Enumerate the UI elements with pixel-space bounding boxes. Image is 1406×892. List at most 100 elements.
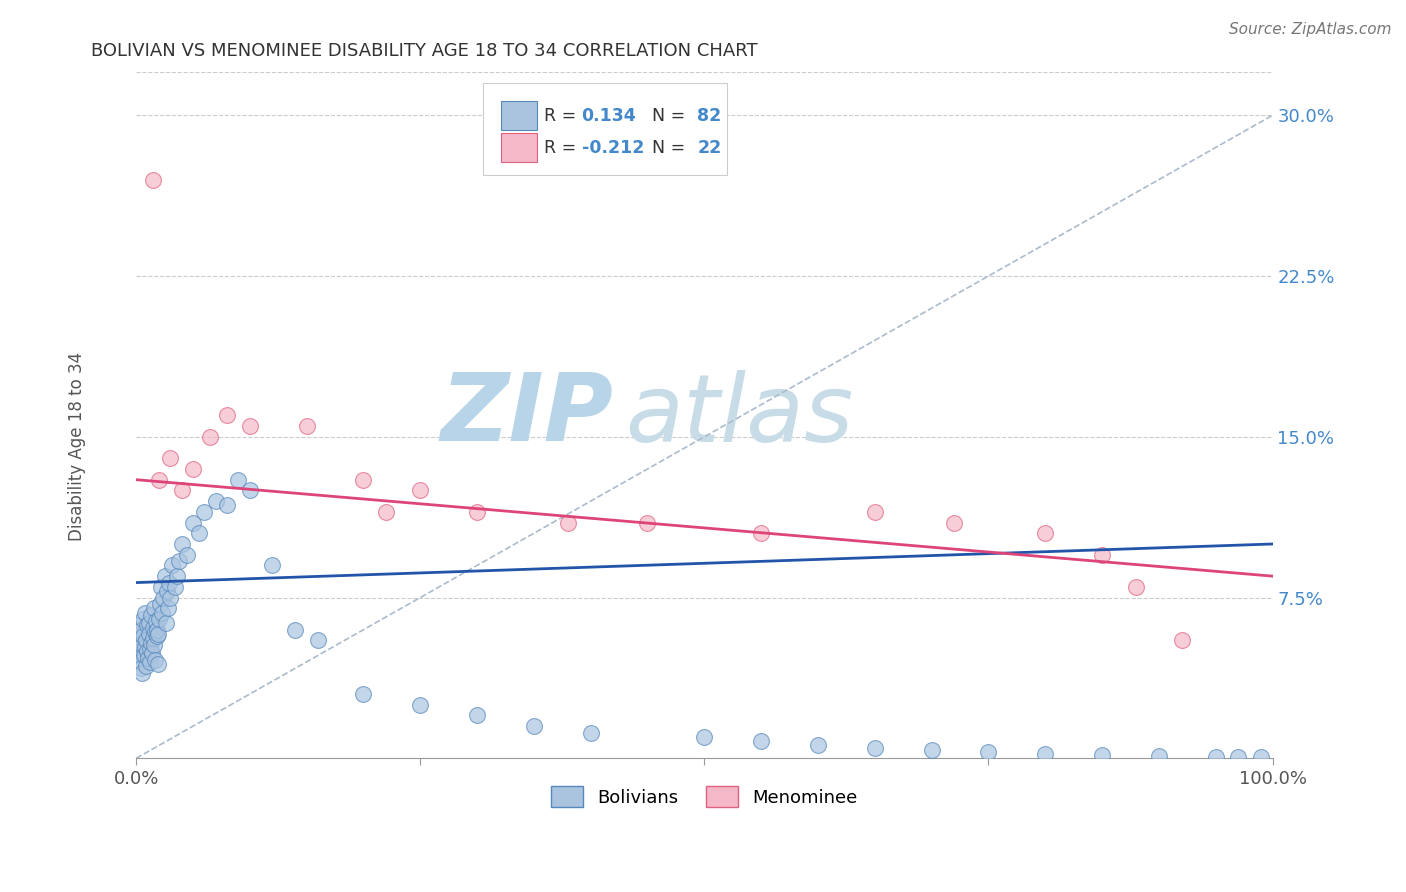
Point [1033,747,1056,761]
Point [139,655,162,669]
Point [145,629,167,643]
FancyBboxPatch shape [482,83,727,176]
Point [169,554,191,568]
Point [135,633,157,648]
Point [148,473,170,487]
Text: atlas: atlas [624,370,853,461]
Text: Source: ZipAtlas.com: Source: ZipAtlas.com [1229,22,1392,37]
Point [307,633,329,648]
Text: 0.134: 0.134 [582,107,637,125]
Point [131,665,153,680]
Point [198,430,221,444]
Text: R =: R = [544,139,582,157]
Point [146,657,169,671]
Point [352,687,374,701]
FancyBboxPatch shape [501,134,537,162]
Point [143,624,166,639]
Point [159,451,181,466]
Point [170,537,193,551]
FancyBboxPatch shape [501,101,537,130]
Point [129,661,152,675]
Point [215,409,238,423]
Point [977,745,1000,759]
Point [135,659,157,673]
Point [239,419,262,434]
Text: 22: 22 [697,139,721,157]
Point [149,597,172,611]
Point [170,483,193,498]
Point [166,569,188,583]
Point [146,623,169,637]
Point [139,607,162,622]
Point [135,618,157,632]
Point [138,616,160,631]
Point [127,648,149,663]
Point [749,734,772,748]
Point [129,623,152,637]
Point [1091,548,1114,562]
Point [176,548,198,562]
Point [193,505,215,519]
Point [1170,633,1192,648]
Point [1250,750,1272,764]
Point [1147,749,1170,764]
Point [1033,526,1056,541]
Point [136,644,159,658]
Point [693,730,716,744]
Point [156,601,179,615]
Point [1091,748,1114,763]
Point [465,505,488,519]
Point [134,606,156,620]
Point [142,621,165,635]
Text: N =: N = [641,139,690,157]
Point [159,591,181,605]
Point [181,516,204,530]
Point [239,483,262,498]
Text: -0.212: -0.212 [582,139,644,157]
Point [145,653,167,667]
Point [128,655,150,669]
Point [523,719,546,733]
Point [141,635,163,649]
Point [1125,580,1147,594]
Point [863,505,886,519]
Text: ZIP: ZIP [440,369,613,461]
Point [228,473,250,487]
Point [284,623,307,637]
Point [128,644,150,658]
Point [127,618,149,632]
Point [150,606,173,620]
Point [153,569,176,583]
Point [148,612,170,626]
Point [129,627,152,641]
Point [132,629,155,643]
Point [295,419,318,434]
Point [863,740,886,755]
Text: R =: R = [544,107,582,125]
Point [352,473,374,487]
Point [807,739,830,753]
Point [215,499,238,513]
Point [204,494,226,508]
Point [163,580,186,594]
Point [181,462,204,476]
Text: Disability Age 18 to 34: Disability Age 18 to 34 [69,351,86,541]
Point [136,650,159,665]
Text: N =: N = [641,107,690,125]
Legend: Bolivians, Menominee: Bolivians, Menominee [544,780,865,814]
Point [637,516,659,530]
Point [142,638,165,652]
Point [409,698,432,712]
Point [1205,749,1227,764]
Point [156,584,179,599]
Point [138,627,160,641]
Point [557,516,579,530]
Point [465,708,488,723]
Point [145,614,167,628]
Point [155,616,177,631]
Point [131,638,153,652]
Point [187,526,209,541]
Point [143,601,166,615]
Point [132,648,155,663]
Point [943,516,966,530]
